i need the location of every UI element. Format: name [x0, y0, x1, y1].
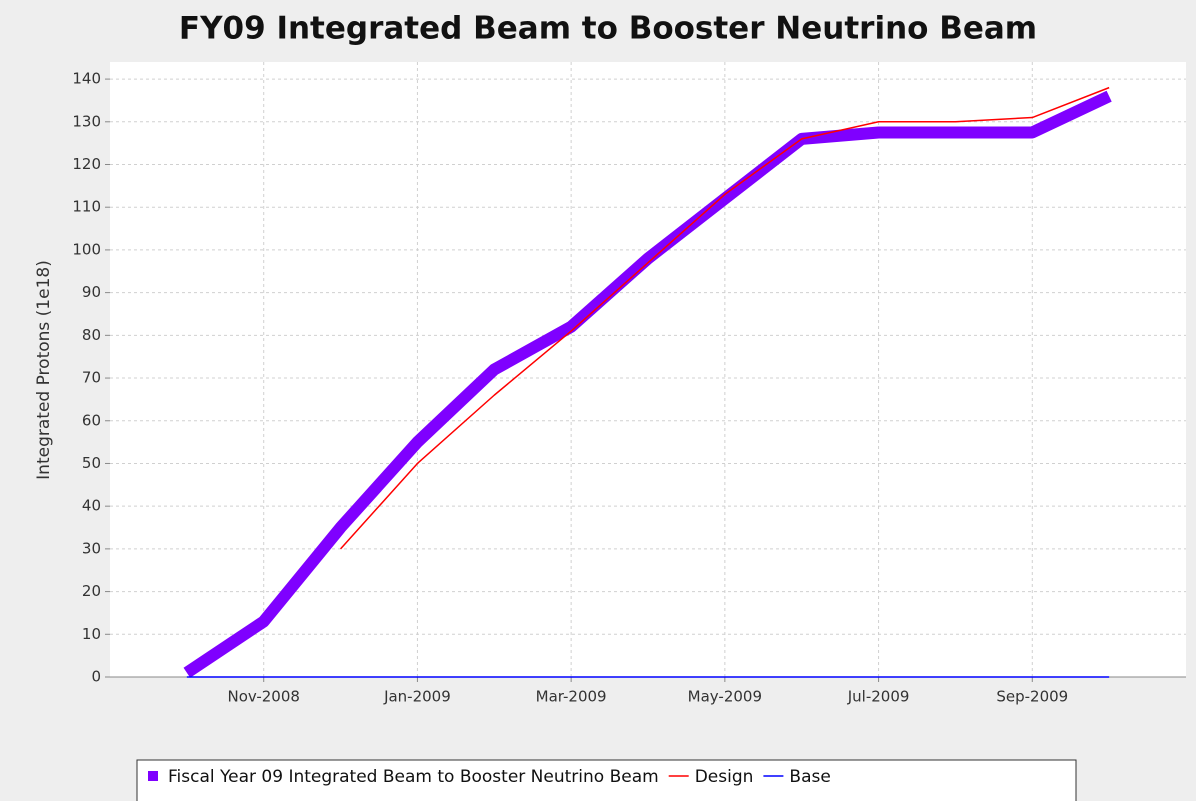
legend-label: Fiscal Year 09 Integrated Beam to Booste…: [168, 767, 659, 787]
y-tick-label: 140: [72, 70, 101, 88]
y-tick-label: 40: [82, 497, 101, 515]
legend-swatch: [148, 771, 158, 781]
x-tick-label: Nov-2008: [227, 688, 299, 706]
legend-box: [136, 759, 1077, 801]
y-tick-label: 110: [72, 198, 101, 216]
x-tick-label: Mar-2009: [536, 688, 607, 706]
chart-title: FY09 Integrated Beam to Booster Neutrino…: [179, 11, 1037, 47]
y-tick-label: 80: [82, 326, 101, 344]
x-tick-label: Jul-2009: [847, 688, 910, 706]
x-tick-label: Sep-2009: [996, 688, 1068, 706]
legend-label: Design: [695, 767, 754, 787]
y-tick-label: 100: [72, 240, 101, 258]
series-line: [340, 86, 1110, 550]
x-tick-label: Jan-2009: [383, 688, 451, 706]
y-tick-label: 30: [82, 539, 101, 557]
y-tick-label: 0: [91, 668, 101, 686]
y-tick-label: 10: [82, 625, 101, 643]
plot-area: [110, 62, 1186, 677]
y-tick-label: 70: [82, 369, 101, 387]
series-line: [183, 90, 1112, 678]
y-tick-label: 20: [82, 582, 101, 600]
y-tick-label: 60: [82, 411, 101, 429]
legend-label: Base: [789, 767, 830, 787]
y-tick-label: 50: [82, 454, 101, 472]
y-tick-label: 130: [72, 112, 101, 130]
y-axis-label: Integrated Protons (1e18): [34, 260, 54, 480]
y-tick-label: 90: [82, 283, 101, 301]
y-tick-label: 120: [72, 155, 101, 173]
x-tick-label: May-2009: [688, 688, 762, 706]
